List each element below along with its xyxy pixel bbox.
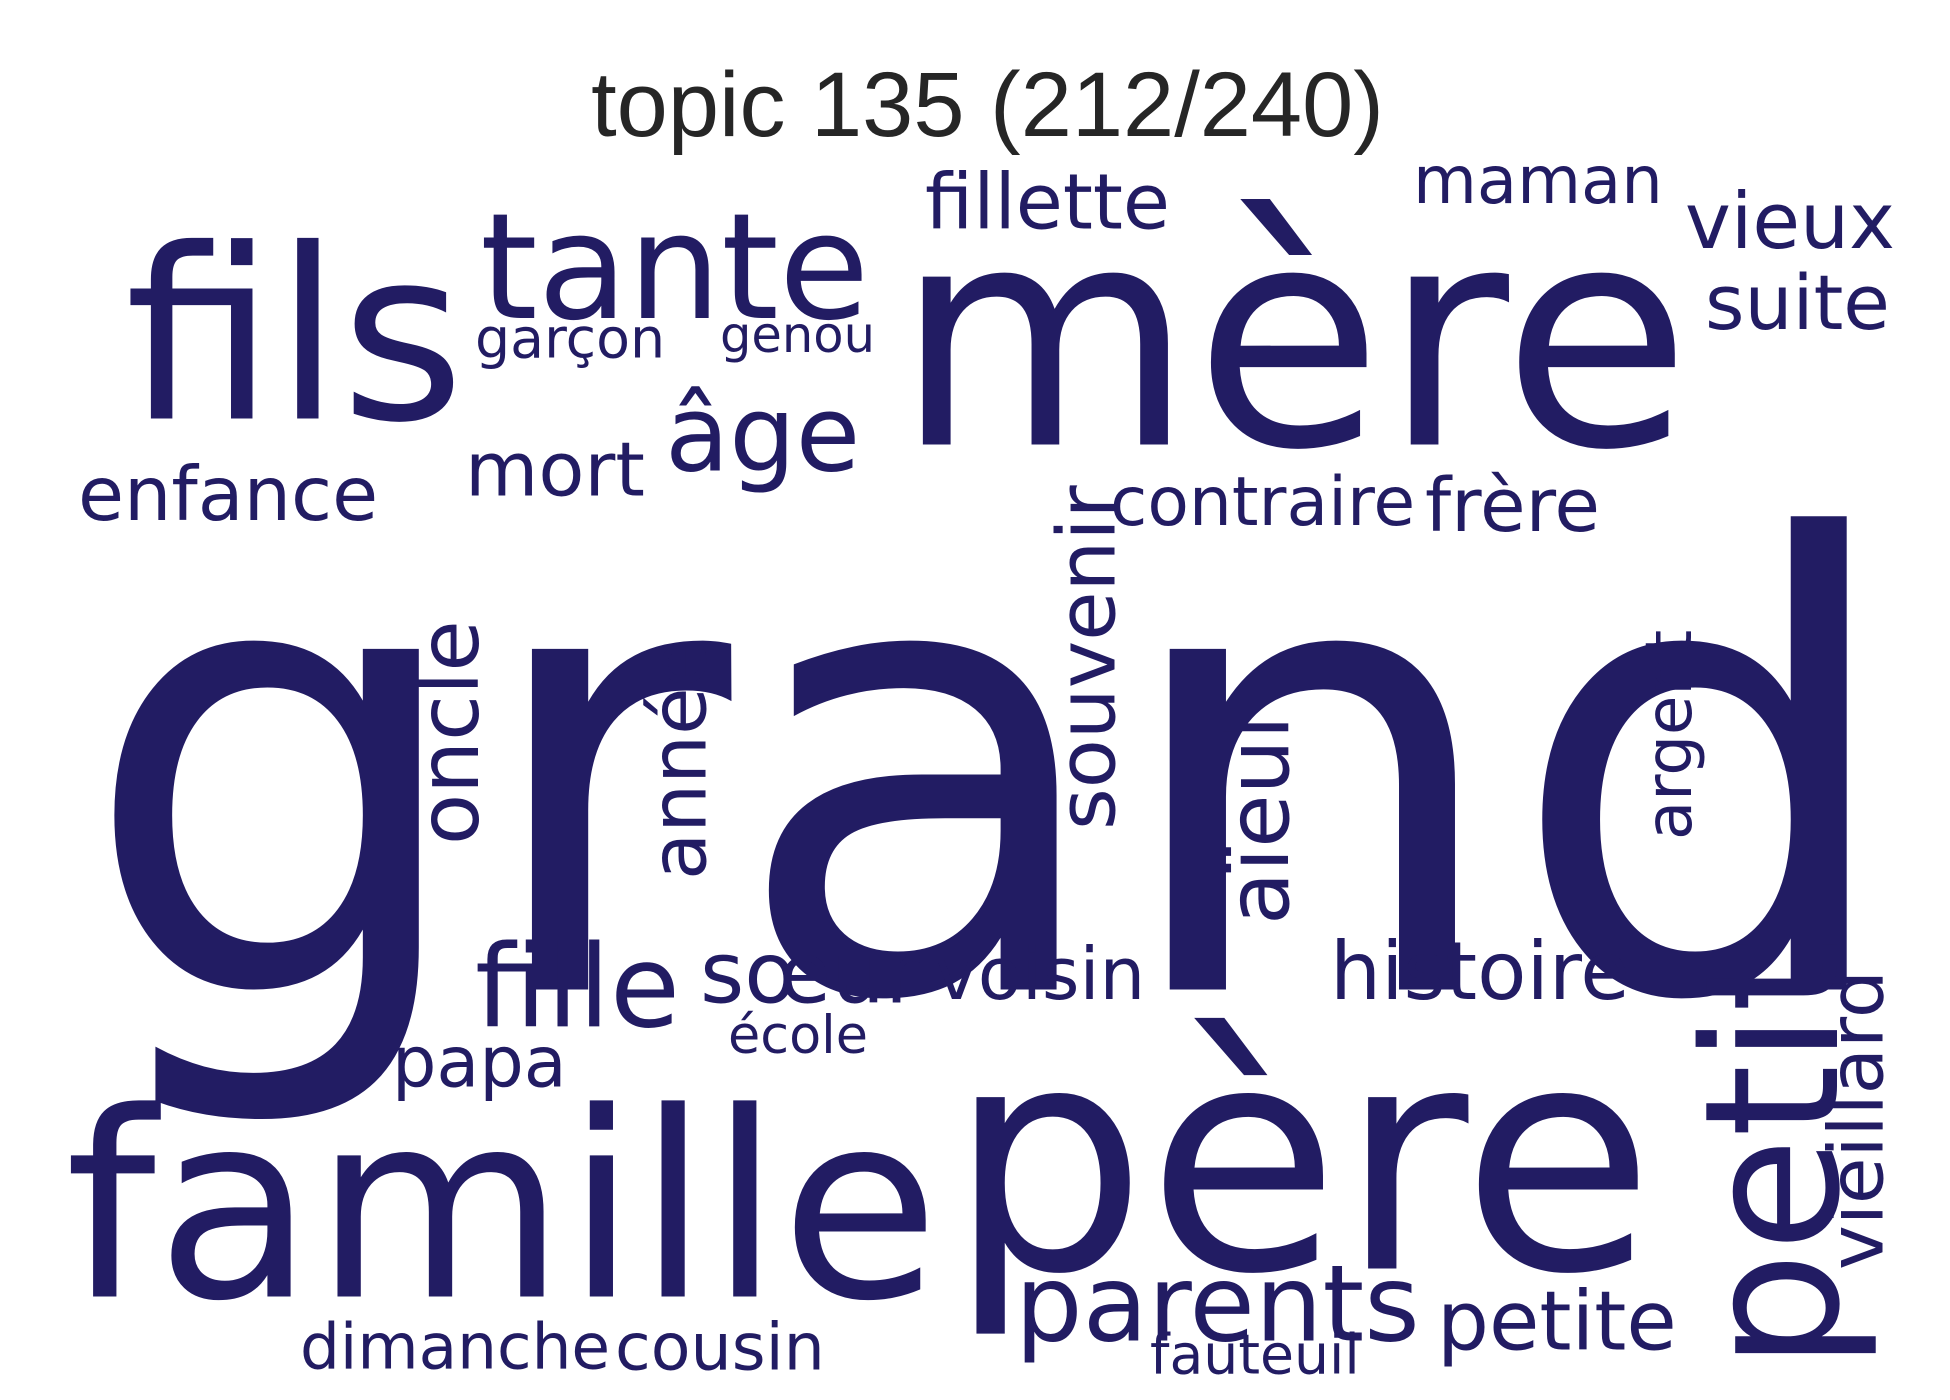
word-cousin: cousin xyxy=(615,1310,825,1386)
word-text-petite: petite xyxy=(1437,1274,1677,1370)
word-voisin: voisin xyxy=(935,933,1146,1017)
word-fillette: fillette xyxy=(925,158,1170,248)
word-famille: famille xyxy=(65,1078,940,1336)
word-parents: parents xyxy=(1015,1240,1420,1370)
word-text-cousin: cousin xyxy=(615,1310,825,1386)
word-vieillard: vieillard xyxy=(1813,970,1901,1270)
word-text-grand: grand xyxy=(80,411,1904,1137)
word-pere: père xyxy=(948,977,1655,1343)
word-text-ecole: école xyxy=(728,1005,868,1066)
word-aieul: aïeul xyxy=(1209,715,1310,925)
word-dimanche: dimanche xyxy=(300,1310,611,1384)
word-text-voisin: voisin xyxy=(935,933,1146,1017)
word-text-argent: argent xyxy=(1633,629,1707,840)
word-text-fauteuil: fauteuil xyxy=(1150,1323,1360,1388)
word-text-contraire: contraire xyxy=(1110,463,1416,542)
word-argent: argent xyxy=(1633,630,1707,840)
word-text-papa: papa xyxy=(392,1021,567,1104)
word-vieux: vieux xyxy=(1685,177,1896,267)
word-annee: année xyxy=(635,640,725,880)
word-text-parents: parents xyxy=(1015,1242,1420,1367)
word-maman: maman xyxy=(1413,143,1663,219)
word-histoire: histoire xyxy=(1330,925,1630,1019)
word-text-oncle: oncle xyxy=(400,620,498,845)
word-text-fille: fille xyxy=(475,920,681,1054)
word-garcon: garçon xyxy=(475,310,665,370)
word-frere: frère xyxy=(1425,465,1600,547)
word-text-fils: fils xyxy=(125,198,465,476)
word-text-enfance: enfance xyxy=(78,451,379,538)
word-petite: petite xyxy=(1437,1275,1677,1370)
word-fils: fils xyxy=(125,215,465,460)
word-text-tante: tante xyxy=(480,181,870,353)
word-text-suite: suite xyxy=(1705,259,1890,347)
chart-title: topic 135 (212/240) xyxy=(591,54,1384,156)
word-ecole: école xyxy=(728,1005,868,1066)
word-text-genou: genou xyxy=(720,306,875,364)
word-mere: mère xyxy=(895,186,1691,493)
word-text-frere: frère xyxy=(1425,463,1601,549)
word-tante: tante xyxy=(480,185,870,350)
word-text-dimanche: dimanche xyxy=(300,1310,611,1384)
word-text-pere: père xyxy=(948,977,1655,1343)
word-text-aieul: aïeul xyxy=(1208,715,1310,925)
word-souvenir: souvenir xyxy=(1040,485,1134,830)
word-grand: grand xyxy=(80,463,1905,1086)
word-fauteuil: fauteuil xyxy=(1150,1325,1360,1387)
word-text-mere: mère xyxy=(895,160,1692,518)
word-text-mort: mort xyxy=(465,425,645,514)
word-text-vieux: vieux xyxy=(1685,177,1896,267)
word-oncle: oncle xyxy=(400,620,498,845)
word-soeur: sœur xyxy=(700,932,920,1017)
word-text-famille: famille xyxy=(65,1056,940,1358)
word-text-garcon: garçon xyxy=(475,307,666,372)
word-text-annee: année xyxy=(634,639,725,880)
word-text-souvenir: souvenir xyxy=(1040,485,1134,830)
word-genou: genou xyxy=(720,310,875,362)
word-text-age: âge xyxy=(665,373,861,496)
word-suite: suite xyxy=(1705,259,1890,347)
word-enfance: enfance xyxy=(78,451,379,538)
word-contraire: contraire xyxy=(1110,468,1415,538)
word-text-maman: maman xyxy=(1413,143,1663,219)
word-mort: mort xyxy=(465,425,645,514)
word-text-histoire: histoire xyxy=(1330,925,1630,1019)
word-text-soeur: sœur xyxy=(700,924,920,1024)
word-fille: fille xyxy=(475,925,680,1050)
word-text-vieillard: vieillard xyxy=(1812,970,1901,1270)
word-papa: papa xyxy=(392,1025,567,1100)
word-text-fillette: fillette xyxy=(925,158,1170,248)
word-age: âge xyxy=(665,375,860,495)
